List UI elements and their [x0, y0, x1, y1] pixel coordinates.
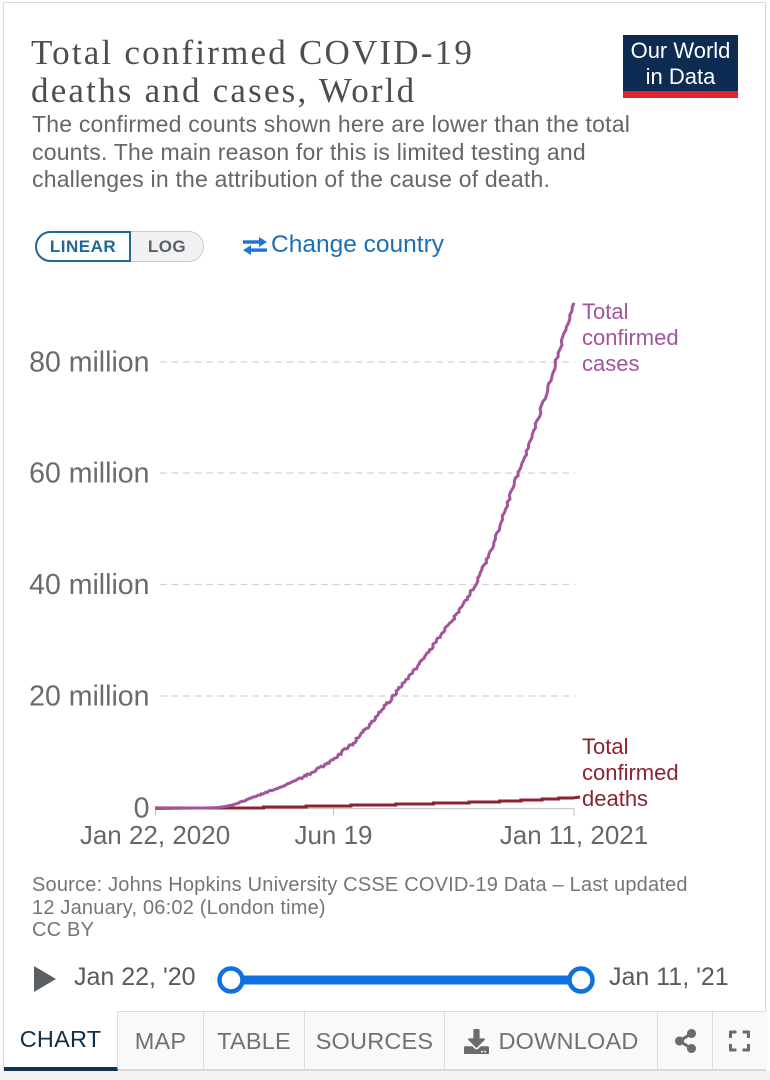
svg-text:20 million: 20 million — [29, 681, 149, 713]
svg-text:40 million: 40 million — [29, 569, 149, 601]
svg-text:Jun 19: Jun 19 — [294, 820, 372, 850]
svg-text:confirmed: confirmed — [582, 760, 679, 785]
svg-text:cases: cases — [582, 351, 639, 376]
svg-text:Jan 11, 2021: Jan 11, 2021 — [500, 820, 648, 850]
svg-text:60 million: 60 million — [29, 458, 149, 490]
svg-text:0: 0 — [134, 793, 150, 825]
svg-text:Total: Total — [582, 299, 628, 324]
svg-text:deaths: deaths — [582, 786, 648, 811]
svg-text:80 million: 80 million — [29, 347, 149, 379]
svg-text:confirmed: confirmed — [582, 325, 679, 350]
svg-text:Total: Total — [582, 734, 628, 759]
svg-text:Jan 22, 2020: Jan 22, 2020 — [80, 820, 230, 850]
